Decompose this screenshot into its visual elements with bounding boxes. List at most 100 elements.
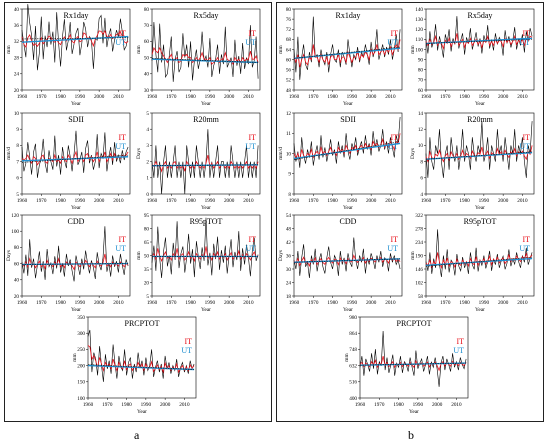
- y-tick-label: 70: [418, 78, 424, 84]
- y-tick-label: 190: [415, 253, 423, 259]
- chart-title: CDD: [340, 217, 357, 226]
- y-tick-label: 52: [286, 78, 292, 84]
- x-axis-label: Year: [343, 307, 353, 313]
- y-tick-label: 100: [415, 47, 423, 53]
- y-tick-label: 56: [286, 68, 292, 74]
- y-tick-label: 980: [349, 315, 357, 321]
- x-tick-label: 1960: [17, 94, 28, 100]
- y-tick-label: 48: [286, 226, 292, 232]
- x-tick-label: 2010: [243, 300, 254, 306]
- chart-svg: 5 20 35 50 65 80 95 1960 1970 1980 1990 2000 2010 Yea…: [136, 213, 261, 313]
- x-tick-label: 1990: [347, 94, 358, 100]
- x-tick-label: 1970: [166, 300, 177, 306]
- x-tick-label: 1990: [205, 300, 216, 306]
- chart-title: Rx5day: [468, 11, 493, 20]
- linear-trend-line: [293, 141, 401, 160]
- chart-b-rx1day: 48 52 56 60 64 68 72 76 80 1960 1970 1980 1990 2000 20…: [278, 6, 406, 107]
- y-tick-label: 5: [16, 192, 19, 198]
- y-tick-label: 2: [146, 159, 149, 165]
- y-tick-label: 70: [144, 23, 150, 29]
- x-tick-label: 2010: [385, 198, 396, 204]
- chart-a-r20mm: 0 1 2 3 4 5 1960 1970 1980 1990 2000 2010 Year Days R2…: [136, 110, 264, 211]
- y-tick-label: 200: [77, 363, 85, 369]
- y-tick-label: 1: [146, 176, 149, 182]
- y-tick-label: 60: [418, 88, 424, 94]
- raw-series-line: [425, 229, 533, 278]
- y-tick-label: 36: [14, 23, 20, 29]
- y-tick-label: 7: [16, 159, 19, 165]
- x-tick-label: 2000: [366, 198, 377, 204]
- linear-trend-line: [425, 256, 533, 267]
- chart-b-cdd: 18 24 30 36 42 48 54 1960 1970 1980 1990 2000 2010 Ye…: [278, 212, 406, 313]
- panel-a-frame: [4, 2, 272, 422]
- y-tick-label: 48: [286, 88, 292, 94]
- chart-svg: 60 70 80 90 100 110 120 130 140 1960 1970 1980 1990 2…: [410, 7, 535, 107]
- chart-title: Rx1day: [336, 11, 361, 20]
- x-axis-label: Year: [475, 205, 485, 211]
- raw-series-line: [87, 329, 195, 382]
- x-tick-label: 1980: [327, 300, 338, 306]
- chart-svg: 20 24 28 32 36 40 1960 1970 1980 1990 2000 2010 Year…: [6, 4, 131, 107]
- y-tick-label: 100: [11, 229, 19, 235]
- panel-label-b: b: [408, 428, 414, 442]
- chart-a-rx1day: 20 24 28 32 36 40 1960 1970 1980 1990 2000 2010 Year…: [6, 4, 134, 107]
- y-tick-label: 146: [415, 267, 423, 273]
- x-tick-label: 1980: [55, 94, 66, 100]
- linear-trend-line: [21, 263, 129, 265]
- chart-title: R20mm: [193, 115, 220, 124]
- x-tick-label: 1960: [421, 300, 432, 306]
- x-tick-label: 1980: [327, 198, 338, 204]
- raw-series-line: [21, 226, 129, 282]
- y-tick-label: 14: [418, 111, 424, 117]
- y-tick-label: 8: [420, 159, 423, 165]
- y-tick-label: 20: [144, 280, 150, 286]
- y-tick-label: 32: [14, 39, 20, 45]
- x-tick-label: 2010: [385, 300, 396, 306]
- chart-svg: 100 150 200 250 300 350 1960 1970 1980 1990 2000 20…: [72, 315, 197, 415]
- x-tick-label: 1970: [440, 198, 451, 204]
- legend-ut: UT: [519, 142, 530, 151]
- chart-b-r95ptot: 58 102 146 190 234 278 322 1960 1970 1980 1990 2000…: [410, 212, 538, 313]
- y-tick-label: 54: [286, 213, 292, 219]
- it-series-line: [425, 145, 533, 164]
- x-tick-label: 2000: [224, 198, 235, 204]
- y-tick-label: 3: [146, 143, 149, 149]
- chart-title: PRCPTOT: [125, 319, 160, 328]
- x-tick-label: 1960: [355, 402, 366, 408]
- y-tick-label: 516: [349, 380, 357, 386]
- x-tick-label: 1990: [141, 402, 152, 408]
- chart-title: PRCPTOT: [397, 319, 432, 328]
- x-tick-label: 1960: [289, 94, 300, 100]
- plot-area: [293, 112, 403, 195]
- x-tick-label: 1970: [308, 300, 319, 306]
- linear-trend-line: [359, 362, 467, 366]
- y-tick-label: 30: [144, 88, 150, 94]
- y-tick-label: 35: [144, 267, 150, 273]
- y-tick-label: 36: [286, 253, 292, 259]
- y-tick-label: 8: [288, 192, 291, 198]
- x-tick-label: 1960: [421, 94, 432, 100]
- chart-svg: 4 6 8 10 12 14 1960 1970 1980 1990 2000 2010 Year Day…: [410, 111, 535, 211]
- y-tick-label: 120: [11, 213, 19, 219]
- y-axis-label: mm/d: [278, 147, 284, 160]
- x-tick-label: 1970: [440, 94, 451, 100]
- chart-title: CDD: [68, 217, 85, 226]
- y-tick-label: 20: [14, 88, 20, 94]
- y-axis-label: mm: [136, 251, 142, 260]
- y-tick-label: 300: [77, 331, 85, 337]
- linear-trend-line: [151, 164, 259, 166]
- chart-b-sdii: 8 9 10 11 12 1960 1970 1980 1990 2000 2010 Year mm/d…: [278, 110, 406, 211]
- legend-ut: UT: [387, 142, 398, 151]
- x-tick-label: 2000: [94, 94, 105, 100]
- chart-svg: 48 52 56 60 64 68 72 76 80 1960 1970 1980 1990 2000 20…: [278, 7, 403, 107]
- y-tick-label: 4: [146, 127, 149, 133]
- x-tick-label: 2010: [517, 198, 528, 204]
- raw-series-line: [151, 21, 259, 82]
- y-tick-label: 322: [415, 213, 423, 219]
- legend-ut: UT: [387, 38, 398, 47]
- raw-series-line: [151, 217, 259, 279]
- y-axis-label: Days: [278, 250, 284, 261]
- y-tick-label: 50: [144, 55, 150, 61]
- x-axis-label: Year: [71, 307, 81, 313]
- y-tick-label: 72: [286, 27, 292, 33]
